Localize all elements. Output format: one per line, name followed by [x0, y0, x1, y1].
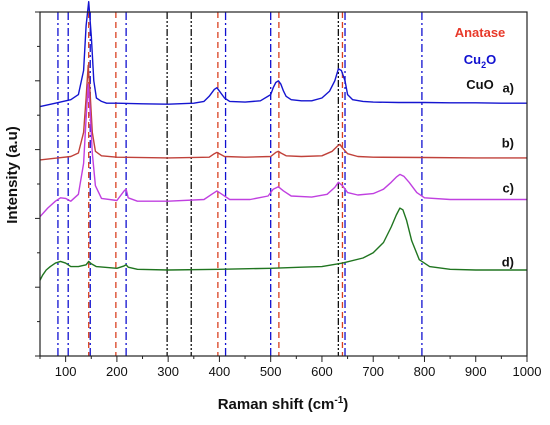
plot-frame — [39, 11, 528, 357]
series-layer — [39, 1, 527, 281]
legend-entry-anatase-text: Anatase — [455, 25, 506, 40]
x-tick-label-400: 400 — [209, 364, 231, 379]
x-axis: 100 200 300 400 500 600 700 800 900 1000 — [39, 356, 542, 379]
series-line-3 — [39, 207, 527, 281]
x-tick-label-1000: 1000 — [513, 364, 542, 379]
curve-labels: a) b) c) d) — [502, 81, 514, 270]
y-axis-title: Intensity (a.u) — [4, 126, 21, 224]
x-axis-title-sup: -1 — [334, 395, 343, 406]
curve-label-2: c) — [502, 180, 514, 195]
legend-entry-cu2o-text: Cu — [464, 52, 481, 67]
reference-lines — [57, 12, 423, 356]
series-line-2 — [39, 83, 527, 218]
series-line-0 — [39, 1, 527, 108]
curve-label-3: d) — [502, 254, 514, 269]
x-tick-label-200: 200 — [106, 364, 128, 379]
y-axis — [35, 11, 40, 357]
curve-label-0: a) — [502, 81, 514, 96]
x-tick-label-300: 300 — [157, 364, 179, 379]
legend-entry-cuo: CuO — [466, 77, 493, 92]
legend-entry-anatase: Anatase — [455, 25, 506, 40]
curve-label-1: b) — [502, 136, 514, 151]
legend-entry-cu2o-tail: O — [486, 52, 496, 67]
x-tick-label-800: 800 — [414, 364, 436, 379]
series-line-1 — [39, 64, 527, 161]
x-tick-label-900: 900 — [465, 364, 487, 379]
legend-entry-cu2o-sub: 2 — [481, 60, 486, 70]
x-tick-label-600: 600 — [311, 364, 333, 379]
x-axis-title: Raman shift (cm-1) — [218, 395, 349, 413]
x-tick-label-700: 700 — [362, 364, 384, 379]
x-tick-label-500: 500 — [260, 364, 282, 379]
x-tick-label-100: 100 — [55, 364, 77, 379]
x-axis-title-tail: ) — [343, 396, 348, 413]
x-axis-title-main: Raman shift (cm — [218, 396, 335, 413]
legend-entry-cu2o: Cu2O — [464, 52, 496, 70]
legend: Anatase Cu2O CuO — [455, 25, 506, 92]
legend-entry-cuo-text: CuO — [466, 77, 493, 92]
